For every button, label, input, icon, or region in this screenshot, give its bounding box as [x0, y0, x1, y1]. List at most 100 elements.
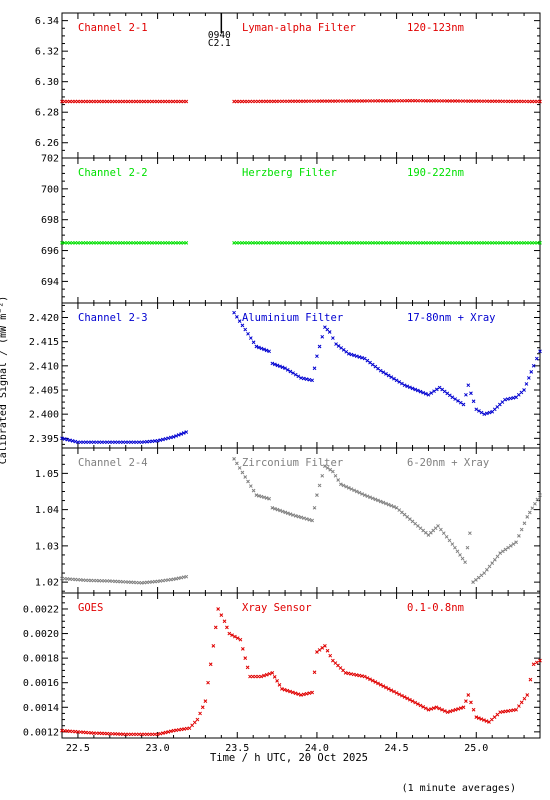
panel-frame: [61, 302, 541, 449]
data-point: [386, 502, 391, 507]
channel-label: Channel 2-4: [78, 457, 148, 469]
data-point: [237, 466, 242, 470]
data-point: [233, 634, 237, 639]
y-tick-label: 6.34: [35, 16, 59, 27]
panel-frame: [61, 447, 541, 594]
data-point: [264, 348, 269, 353]
data-point: [394, 691, 399, 695]
data-point: [230, 633, 234, 637]
data-point: [362, 493, 367, 497]
panel-5: 0.0012 0.0014 0.0016 0.0018 0.0020 0.0022 GOES…: [23, 592, 542, 754]
data-point: [511, 396, 516, 400]
data-point: [179, 727, 184, 732]
data-point: [418, 703, 423, 708]
data-point: [184, 726, 189, 731]
data-point: [240, 647, 245, 651]
data-point: [538, 658, 542, 663]
data-point: [514, 707, 518, 712]
data-point: [198, 711, 202, 716]
data-series: [60, 240, 542, 245]
data-point: [288, 512, 293, 517]
data-point: [503, 397, 507, 402]
data-point: [460, 556, 465, 561]
data-point: [469, 391, 473, 396]
data-point: [206, 680, 210, 685]
data-point: [505, 397, 510, 401]
data-point: [184, 574, 189, 579]
data-point: [184, 99, 189, 104]
data-point: [531, 363, 536, 368]
data-series: [60, 310, 542, 445]
data-point: [343, 671, 348, 675]
data-point: [376, 498, 380, 503]
data-point: [365, 494, 370, 499]
data-point: [503, 709, 508, 714]
data-series: [60, 607, 542, 737]
data-point: [184, 240, 189, 245]
data-point: [437, 706, 442, 711]
data-point: [155, 579, 160, 584]
data-point: [506, 709, 510, 713]
data-point: [453, 545, 457, 550]
data-point: [378, 682, 383, 687]
data-point: [250, 674, 255, 679]
data-point: [179, 432, 184, 436]
data-point: [354, 354, 359, 359]
data-point: [251, 488, 256, 493]
data-series: [60, 457, 542, 585]
data-point: [434, 387, 439, 392]
data-point: [485, 411, 489, 416]
data-point: [349, 672, 353, 676]
channel-label: Channel 2-2: [78, 167, 148, 179]
data-point: [392, 376, 396, 381]
data-point: [468, 531, 472, 536]
band-label: 17-80nm + Xray: [407, 312, 496, 324]
data-point: [459, 706, 463, 710]
data-point: [235, 315, 239, 319]
y-tick-label: 0.0018: [23, 654, 59, 665]
data-point: [341, 483, 346, 488]
data-point: [161, 437, 165, 442]
data-point: [161, 731, 165, 735]
data-point: [333, 473, 338, 478]
data-point: [243, 475, 248, 479]
data-point: [469, 700, 473, 705]
data-point: [219, 613, 224, 617]
data-point: [262, 495, 266, 500]
data-point: [495, 712, 500, 717]
data-point: [511, 542, 516, 546]
data-point: [526, 376, 531, 380]
data-point: [381, 684, 386, 688]
data-point: [482, 412, 487, 417]
x-tick-label: 22.5: [66, 743, 90, 754]
data-point: [280, 686, 284, 691]
y-tick-label: 0.0020: [23, 629, 59, 640]
data-point: [376, 681, 380, 686]
data-point: [450, 542, 455, 546]
panel-4: 1.02 1.03 1.04 1.05 Channel 2-4 Zirconium Fil…: [35, 447, 542, 594]
data-point: [158, 438, 163, 442]
data-point: [432, 389, 436, 394]
data-point: [243, 656, 248, 660]
data-point: [253, 674, 258, 679]
y-tick-label: 2.405: [29, 386, 59, 397]
data-point: [529, 370, 534, 374]
data-point: [465, 545, 470, 550]
data-point: [62, 437, 67, 441]
data-point: [190, 723, 194, 728]
data-point: [245, 665, 250, 670]
data-point: [384, 501, 388, 506]
data-point: [155, 732, 160, 737]
data-point: [240, 323, 245, 328]
data-point: [500, 549, 505, 554]
x-tick-label: 23.0: [146, 743, 170, 754]
data-point: [487, 410, 492, 415]
y-tick-label: 2.410: [29, 361, 59, 372]
data-point: [413, 700, 418, 705]
data-point: [346, 486, 351, 490]
data-point: [171, 728, 176, 733]
data-point: [474, 715, 479, 719]
data-point: [408, 385, 412, 390]
data-point: [436, 524, 440, 528]
data-point: [442, 709, 447, 713]
